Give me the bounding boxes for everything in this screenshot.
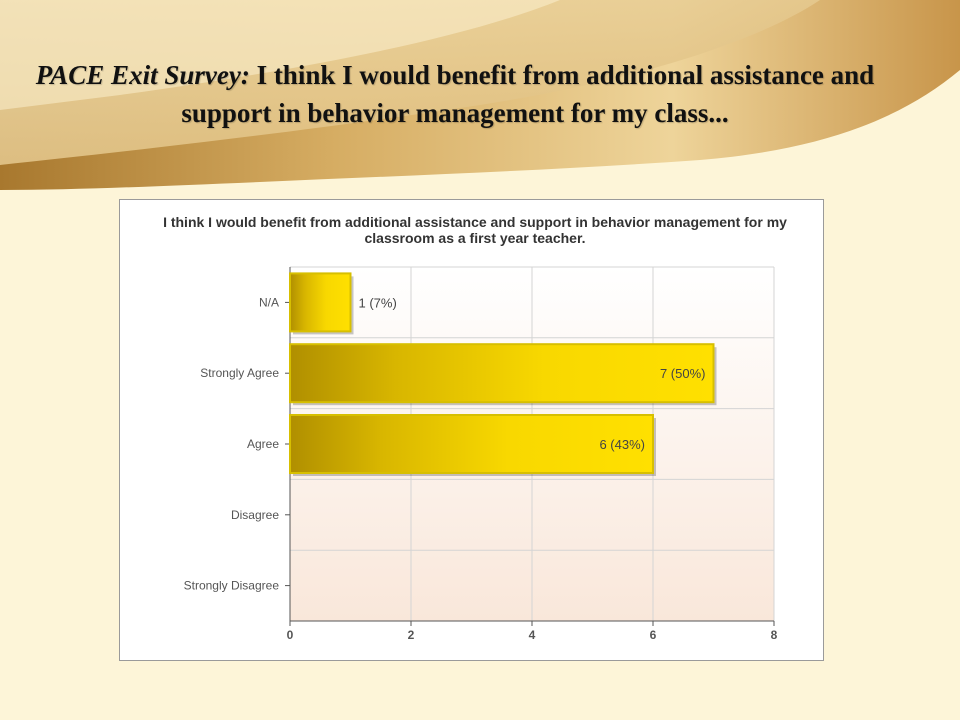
slide-title-lead: PACE Exit Survey: (35, 60, 250, 90)
data-label: 6 (43%) (599, 437, 645, 452)
data-label: 7 (50%) (660, 366, 706, 381)
slide-title: PACE Exit Survey: I think I would benefi… (30, 56, 880, 132)
category-label: Agree (247, 437, 279, 451)
bar-chart: 0 2 4 6 8 N/A 1 (7%) Strongly Agree 7 (50%) Agree… (184, 266, 778, 642)
background-swoosh (0, 0, 960, 190)
slide-title-rest: I think I would benefit from additional … (181, 60, 875, 128)
bar (289, 414, 654, 474)
bar (289, 343, 715, 404)
category-label: Disagree (231, 508, 279, 522)
category-label: Strongly Disagree (184, 579, 280, 593)
x-tick-label: 4 (529, 628, 536, 642)
x-tick-label: 8 (771, 628, 778, 642)
x-tick-label: 6 (650, 628, 657, 642)
x-tick-label: 2 (408, 628, 415, 642)
chart-title: I think I would benefit from additional … (163, 214, 787, 246)
category-label: Strongly Agree (200, 366, 279, 380)
category-label: N/A (259, 295, 279, 309)
chart-panel: I think I would benefit from additional … (119, 199, 824, 661)
data-label: 1 (7%) (359, 295, 397, 310)
bar (289, 272, 352, 333)
x-tick-label: 0 (287, 628, 294, 642)
